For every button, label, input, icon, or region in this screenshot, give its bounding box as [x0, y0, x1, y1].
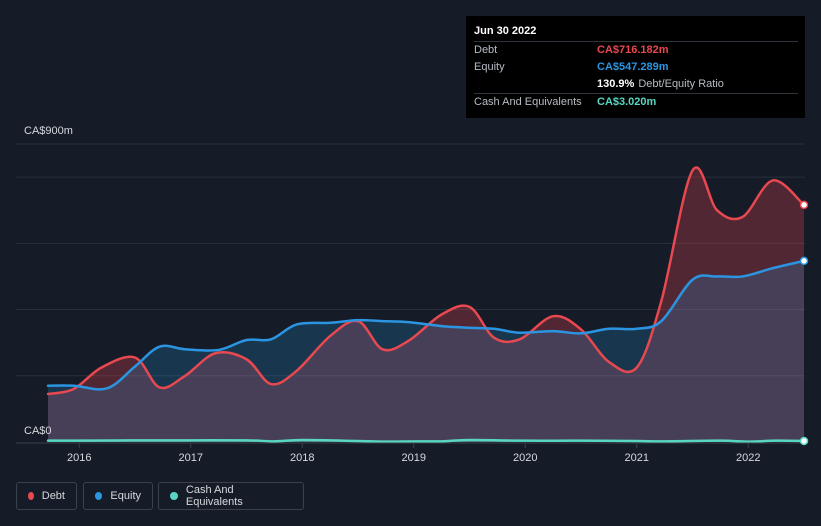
legend-item-equity[interactable]: Equity	[83, 482, 153, 510]
tooltip-row-debt: Debt CA$716.182m	[474, 41, 798, 59]
equity-end-marker	[799, 256, 809, 266]
tooltip-row-cash: Cash And Equivalents CA$3.020m	[474, 93, 798, 111]
legend-label: Equity	[110, 490, 141, 502]
tooltip-row-equity: Equity CA$547.289m	[474, 59, 798, 76]
cash-and-equivalents-line	[46, 438, 806, 443]
legend-item-cash[interactable]: Cash And Equivalents	[158, 482, 304, 510]
y-axis-bottom-label: CA$0	[24, 425, 52, 437]
cash-and-equivalents-end-marker	[799, 436, 809, 446]
x-axis-ticks: 2016 2017 2018 2019 2020 2021 2022	[67, 443, 760, 464]
end-markers	[799, 200, 809, 446]
series-lines	[46, 166, 806, 443]
tooltip-value: CA$3.020m	[597, 96, 657, 108]
tooltip-label: Equity	[474, 61, 505, 73]
tooltip-panel: Jun 30 2022 Debt CA$716.182m Equity CA$5…	[466, 16, 805, 118]
tooltip-label: Cash And Equivalents	[474, 96, 582, 108]
tooltip-value: 130.9%	[597, 78, 635, 90]
x-tick-label: 2022	[736, 452, 760, 464]
legend-label: Debt	[41, 490, 65, 502]
tooltip-label	[474, 76, 597, 93]
x-tick-label: 2018	[290, 452, 314, 464]
debt-area	[48, 167, 804, 442]
x-tick-label: 2017	[178, 452, 202, 464]
grid-lines	[16, 143, 805, 377]
tooltip-date: Jun 30 2022	[474, 25, 537, 37]
tooltip-ratio-caption: Debt/Equity Ratio	[638, 78, 724, 90]
tooltip-label: Debt	[474, 44, 498, 56]
series-areas	[48, 167, 804, 442]
legend-dot	[170, 492, 178, 500]
x-tick-label: 2016	[67, 452, 91, 464]
equity-area	[48, 260, 804, 442]
x-tick-label: 2021	[625, 452, 649, 464]
tooltip-row-ratio: 130.9% Debt/Equity Ratio	[474, 76, 798, 93]
legend-dot	[95, 492, 103, 500]
debt-end-marker	[799, 200, 809, 210]
legend-label: Cash And Equivalents	[185, 484, 243, 508]
tooltip-value: CA$716.182m	[597, 44, 669, 56]
x-tick-label: 2020	[513, 452, 537, 464]
tooltip-value: CA$547.289m	[597, 61, 669, 73]
equity-line	[46, 259, 806, 391]
legend-item-debt[interactable]: Debt	[16, 482, 77, 510]
legend-dot	[28, 492, 34, 500]
x-tick-label: 2019	[401, 452, 425, 464]
y-axis-top-label: CA$900m	[24, 125, 73, 137]
debt-line	[46, 166, 806, 396]
